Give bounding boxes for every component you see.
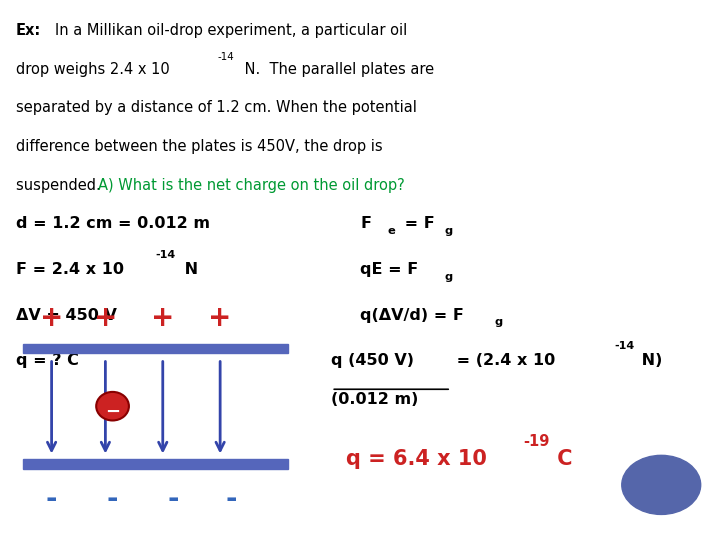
Text: q = 6.4 x 10: q = 6.4 x 10 <box>346 449 487 469</box>
Text: g: g <box>495 318 503 327</box>
Text: d = 1.2 cm = 0.012 m: d = 1.2 cm = 0.012 m <box>16 217 210 231</box>
Text: -: - <box>107 485 118 513</box>
Text: e: e <box>387 226 395 236</box>
Text: ΔV = 450 V: ΔV = 450 V <box>16 308 117 322</box>
Text: g: g <box>445 226 453 236</box>
Text: -19: -19 <box>523 434 550 449</box>
Text: -: - <box>46 485 58 513</box>
Text: N): N) <box>636 353 662 368</box>
Text: q(ΔV/d) = F: q(ΔV/d) = F <box>360 308 464 322</box>
Text: -14: -14 <box>615 341 635 352</box>
Text: -: - <box>168 485 179 513</box>
Text: -: - <box>225 485 237 513</box>
Text: drop weighs 2.4 x 10: drop weighs 2.4 x 10 <box>16 62 169 77</box>
Text: In a Millikan oil-drop experiment, a particular oil: In a Millikan oil-drop experiment, a par… <box>55 23 408 38</box>
Text: F = 2.4 x 10: F = 2.4 x 10 <box>16 262 124 277</box>
Text: = F: = F <box>399 217 434 231</box>
Text: +: + <box>209 304 232 332</box>
Text: separated by a distance of 1.2 cm. When the potential: separated by a distance of 1.2 cm. When … <box>16 100 417 115</box>
Text: (0.012 m): (0.012 m) <box>331 392 419 407</box>
Text: q = ? C: q = ? C <box>16 353 78 368</box>
Text: N.  The parallel plates are: N. The parallel plates are <box>240 62 433 77</box>
Circle shape <box>622 455 701 515</box>
Ellipse shape <box>96 392 129 421</box>
Text: -14: -14 <box>156 250 176 260</box>
Text: +: + <box>94 304 117 332</box>
Text: +: + <box>151 304 174 332</box>
Text: N: N <box>179 262 198 277</box>
Text: -14: -14 <box>218 52 235 62</box>
Bar <box>23 459 288 469</box>
Text: q (450 V): q (450 V) <box>331 353 414 368</box>
Text: −: − <box>105 402 120 421</box>
Bar <box>23 343 288 353</box>
Text: F: F <box>360 217 371 231</box>
Text: Ex:: Ex: <box>16 23 41 38</box>
Text: difference between the plates is 450V, the drop is: difference between the plates is 450V, t… <box>16 139 382 154</box>
Text: qE = F: qE = F <box>360 262 418 277</box>
Text: C: C <box>550 449 572 469</box>
Text: +: + <box>40 304 63 332</box>
Text: g: g <box>445 272 453 282</box>
Text: suspended.: suspended. <box>16 178 109 193</box>
Text: A) What is the net charge on the oil drop?: A) What is the net charge on the oil dro… <box>98 178 405 193</box>
Text: = (2.4 x 10: = (2.4 x 10 <box>451 353 555 368</box>
